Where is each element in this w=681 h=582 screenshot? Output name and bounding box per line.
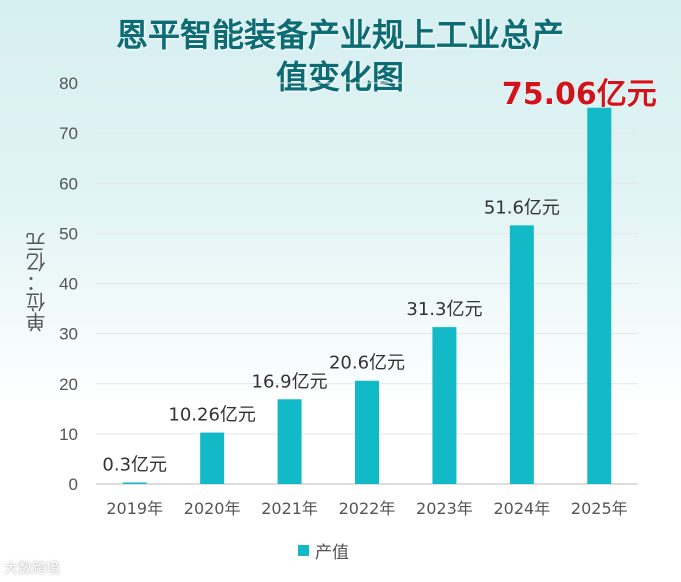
- x-tick-label: 2020年: [184, 499, 241, 518]
- bar: [509, 225, 534, 485]
- bar: [122, 482, 147, 484]
- legend: 产值: [298, 538, 349, 563]
- y-axis-label: 单位：亿元: [25, 232, 49, 332]
- y-tick-label: 40: [59, 275, 78, 294]
- x-tick-label: 2021年: [261, 499, 318, 518]
- data-label: 16.9亿元: [252, 371, 328, 392]
- y-tick-label: 0: [69, 475, 78, 494]
- data-label: 31.3亿元: [406, 299, 482, 320]
- y-tick-label: 80: [59, 74, 78, 93]
- bar: [587, 107, 612, 484]
- chart-title-line-2: 值变化图: [275, 58, 404, 96]
- bar: [277, 399, 302, 484]
- x-tick-label: 2022年: [339, 499, 396, 518]
- x-tick-label: 2019年: [106, 499, 163, 518]
- legend-label: 产值: [315, 543, 349, 563]
- chart-title: 恩平智能装备产业规上工业总产 值变化图: [60, 14, 620, 98]
- y-tick-label: 60: [59, 174, 78, 193]
- x-tick-label: 2025年: [571, 499, 628, 518]
- legend-swatch: [298, 545, 309, 556]
- bar: [355, 380, 379, 484]
- watermark: 大数跨境: [4, 561, 60, 577]
- y-tick-label: 20: [59, 375, 78, 394]
- y-tick-label: 10: [59, 425, 78, 444]
- bar: [200, 432, 225, 484]
- bar: [432, 327, 457, 484]
- y-tick-label: 30: [59, 325, 78, 344]
- data-label: 75.06亿元: [502, 77, 657, 112]
- x-tick-label: 2024年: [493, 499, 550, 518]
- data-label: 10.26亿元: [168, 405, 256, 426]
- data-label: 0.3亿元: [102, 454, 167, 475]
- data-label: 51.6亿元: [484, 197, 560, 218]
- x-tick-label: 2023年: [416, 499, 473, 518]
- y-tick-label: 70: [59, 124, 78, 143]
- y-tick-label: 50: [59, 224, 78, 243]
- chart-title-line-1: 恩平智能装备产业规上工业总产: [115, 16, 564, 54]
- data-label: 20.6亿元: [329, 353, 405, 374]
